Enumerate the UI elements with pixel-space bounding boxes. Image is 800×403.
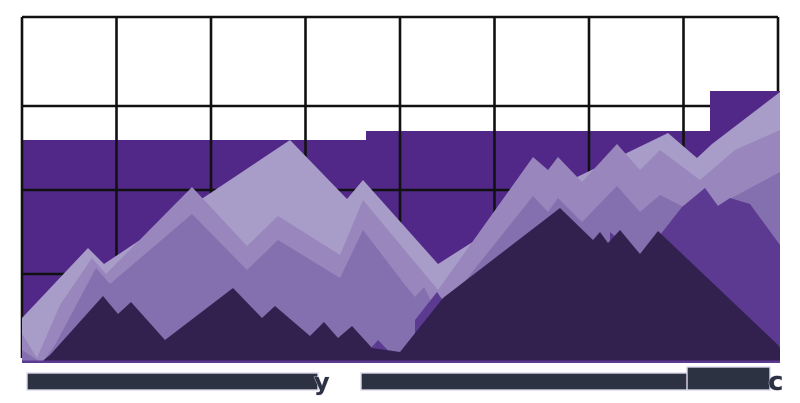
caption-bar-right-tail-glyph: c xyxy=(768,367,783,397)
caption-bar-left xyxy=(26,372,319,391)
layer-darkest-foreground-range xyxy=(40,208,780,363)
caption-bar-left-tail-glyph: y xyxy=(314,368,330,396)
chart-bottom-strip xyxy=(22,360,780,363)
caption-bar-right xyxy=(686,366,771,391)
caption-bar-right xyxy=(360,372,689,391)
